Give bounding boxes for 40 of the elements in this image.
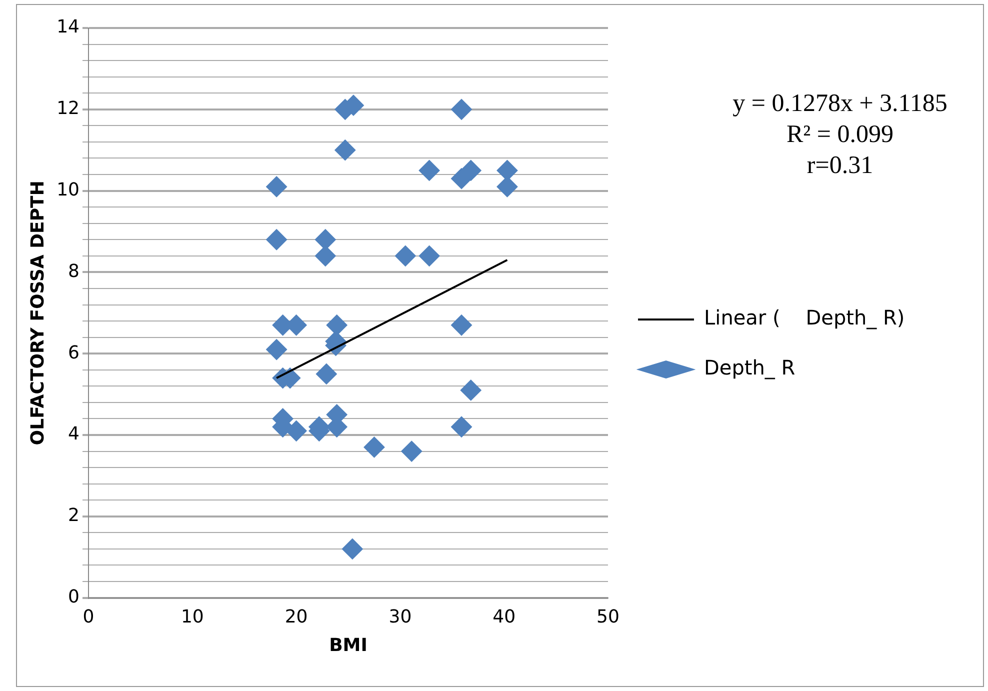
x-tick-label: 40 <box>492 606 516 628</box>
point <box>266 229 288 250</box>
x-tick-label: 10 <box>180 606 204 628</box>
legend-label: Depth_ R <box>704 356 796 380</box>
point <box>342 538 363 560</box>
point <box>326 314 348 336</box>
x-tick-label: 20 <box>284 606 308 628</box>
y-tick-label: 4 <box>68 424 80 445</box>
point <box>460 160 482 181</box>
point <box>316 363 337 384</box>
point <box>418 160 440 181</box>
legend-label: Linear ( Depth_ R) <box>704 306 905 330</box>
point <box>418 245 440 266</box>
point <box>460 380 482 401</box>
x-tick-label: 50 <box>596 606 620 628</box>
x-tick-label: 0 <box>82 606 94 628</box>
point <box>334 140 356 161</box>
point <box>266 176 288 198</box>
y-tick-label: 10 <box>56 179 80 200</box>
y-tick-label: 2 <box>68 505 80 526</box>
point <box>364 436 385 458</box>
y-tick-label: 6 <box>68 342 80 364</box>
y-tick-label: 14 <box>56 16 80 38</box>
y-tick-label: 8 <box>68 260 80 282</box>
y-tick-label: 0 <box>68 586 80 608</box>
point <box>496 160 518 181</box>
point <box>266 339 288 360</box>
text: y = 0.1278x + 3.1185 <box>732 89 948 119</box>
y-tick-label: 12 <box>56 98 80 120</box>
point <box>451 98 472 120</box>
x-axis-title: BMI <box>329 634 368 656</box>
point <box>394 245 416 266</box>
point <box>451 314 472 336</box>
text: r=0.31 <box>806 151 874 181</box>
point <box>286 420 307 442</box>
point <box>451 416 472 438</box>
x-tick-label: 30 <box>388 606 412 628</box>
point <box>401 440 422 462</box>
text: R² = 0.099 <box>785 120 895 150</box>
y-axis-title: OLFACTORY FOSSA DEPTH <box>27 180 48 446</box>
